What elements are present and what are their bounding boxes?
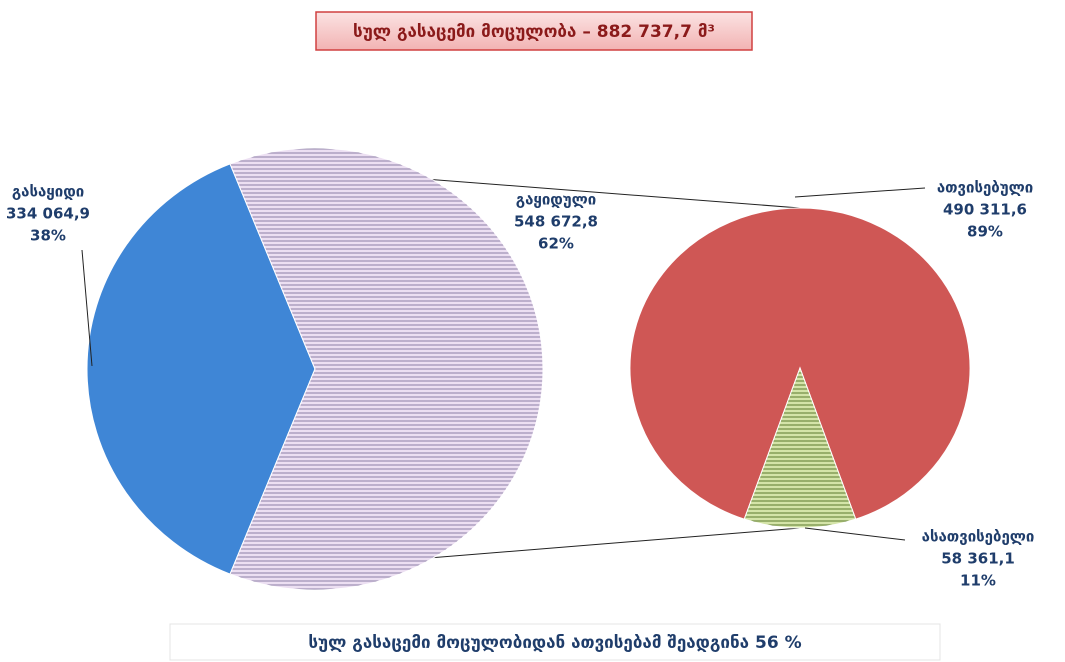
chart-title: სულ გასაცემი მოცულობა – 882 737,7 მ³ bbox=[353, 22, 715, 42]
plot: გასაყიდი 334 064,9 38% გაყიდული 548 672,8 62%… bbox=[5, 147, 1036, 591]
slice-value: 334 064,9 bbox=[6, 205, 90, 223]
footer: სულ გასაცემი მოცულობიდან ათვისებამ შეადგ… bbox=[308, 633, 801, 653]
pie-slice bbox=[86, 163, 316, 575]
pie-slice bbox=[629, 207, 971, 520]
footer-box bbox=[169, 623, 941, 661]
leader-line bbox=[804, 527, 906, 541]
leader-line bbox=[794, 187, 926, 198]
slice-percent: 89% bbox=[967, 223, 1003, 241]
pie-slice bbox=[229, 147, 544, 591]
slice-percent: 11% bbox=[960, 572, 996, 590]
slice-value: 490 311,6 bbox=[943, 201, 1027, 219]
title-box bbox=[315, 11, 753, 51]
leader-line bbox=[81, 249, 93, 367]
slice-name: ათვისებული bbox=[937, 179, 1033, 197]
slice-percent: 38% bbox=[30, 227, 66, 245]
slice-name: გასაყიდი bbox=[12, 183, 84, 201]
pie-slice bbox=[743, 366, 857, 529]
slice-name: ასათვისებელი bbox=[922, 528, 1035, 546]
slice-value: 58 361,1 bbox=[941, 550, 1015, 568]
slice-percent: 62% bbox=[538, 235, 574, 253]
slice-name: გაყიდული bbox=[516, 191, 597, 209]
slice-value: 548 672,8 bbox=[514, 213, 598, 231]
